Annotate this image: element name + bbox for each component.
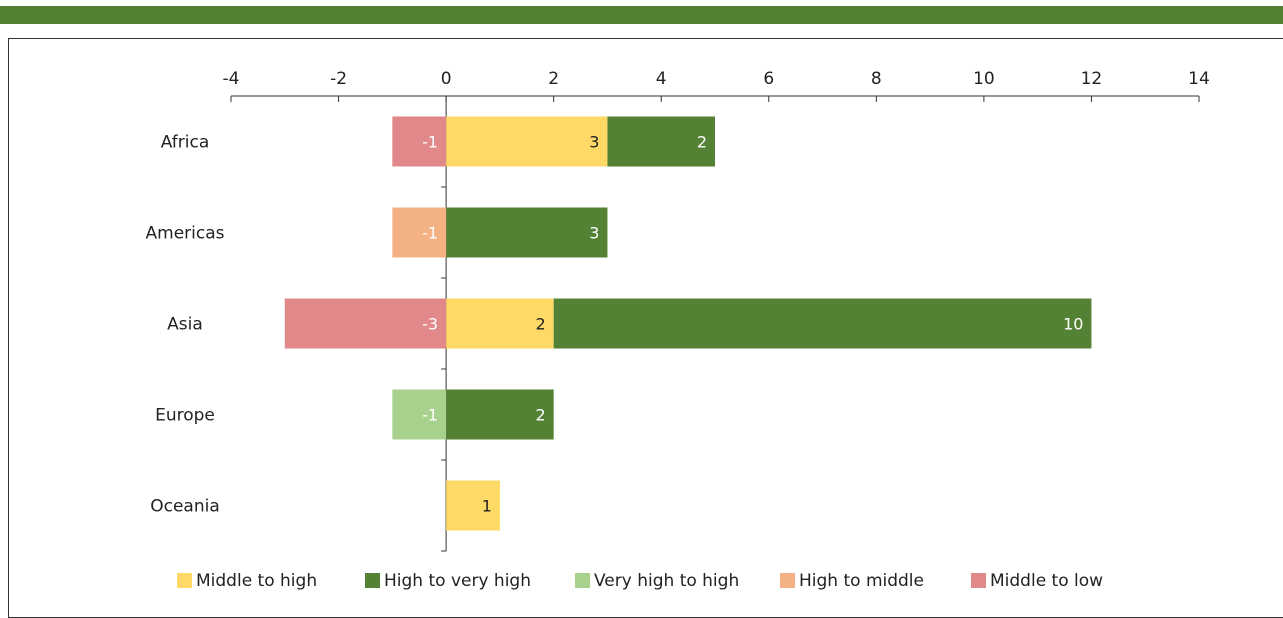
- legend-label-high-to-middle: High to middle: [799, 571, 924, 591]
- bar-americas-high-to-very-high: [446, 207, 608, 258]
- category-label-europe: Europe: [155, 406, 215, 426]
- legend-swatch-high-to-middle: [780, 573, 795, 588]
- x-tick-label: -2: [330, 69, 347, 89]
- x-tick-label: 10: [973, 69, 995, 89]
- data-label: 10: [1063, 315, 1083, 334]
- top-accent-bar: [0, 6, 1283, 24]
- data-label: 1: [482, 497, 492, 516]
- category-axis: Africa Americas Asia Europe Oceania: [146, 133, 225, 517]
- x-tick-label: 8: [871, 69, 882, 89]
- data-label: 2: [535, 406, 545, 425]
- data-label: 3: [589, 224, 599, 243]
- legend: Middle to high High to very high Very high…: [177, 571, 1103, 591]
- legend-label-middle-to-low: Middle to low: [990, 571, 1103, 591]
- bar-asia-middle-to-high: [446, 298, 554, 349]
- stacked-bar-chart: -4 -2 0 2 4 6 8 10 12 14 3 2-13-12 10-32-11 AfricaA…: [146, 69, 1210, 591]
- data-label: 3: [589, 133, 599, 152]
- x-tick-label: 4: [656, 69, 667, 89]
- legend-label-high-to-very-high: High to very high: [384, 571, 531, 591]
- category-label-africa: Africa: [161, 133, 210, 153]
- data-label: -1: [422, 133, 438, 152]
- bar-africa-high-to-very-high: [607, 116, 715, 167]
- bar-americas-high-to-middle: [392, 207, 447, 258]
- x-tick-label: 14: [1188, 69, 1210, 89]
- x-tick-label: 12: [1081, 69, 1103, 89]
- category-label-asia: Asia: [167, 315, 203, 335]
- bar-europe-high-to-very-high: [446, 389, 554, 440]
- legend-swatch-very-high-to-high: [575, 573, 590, 588]
- bar-africa-middle-to-high: [446, 116, 608, 167]
- legend-swatch-high-to-very-high: [365, 573, 380, 588]
- data-label: 2: [697, 133, 707, 152]
- x-tick-label: 6: [763, 69, 774, 89]
- legend-label-middle-to-high: Middle to high: [196, 571, 317, 591]
- legend-label-very-high-to-high: Very high to high: [594, 571, 739, 591]
- x-tick-label: 2: [548, 69, 559, 89]
- x-tick-label: 0: [441, 69, 452, 89]
- bar-europe-very-high-to-high: [392, 389, 447, 440]
- data-label: -1: [422, 224, 438, 243]
- data-label: -3: [422, 315, 438, 334]
- category-label-americas: Americas: [146, 224, 225, 244]
- data-label: 2: [535, 315, 545, 334]
- bar-oceania-middle-to-high: [446, 480, 500, 531]
- legend-swatch-middle-to-high: [177, 573, 192, 588]
- bar-asia-high-to-very-high: [553, 298, 1092, 349]
- chart-frame: -4 -2 0 2 4 6 8 10 12 14 3 2 -1 3 -1 2 10 -3 2 -1 1 Africa A…: [8, 38, 1283, 618]
- category-label-oceania: Oceania: [150, 497, 220, 517]
- bar-africa-middle-to-low: [392, 116, 447, 167]
- legend-swatch-middle-to-low: [971, 573, 986, 588]
- plot-area: 3 2 -1 3 -1 2 10 -3 2 -1 1: [284, 116, 1092, 531]
- bar-asia-middle-to-low: [284, 298, 447, 349]
- data-label: -1: [422, 406, 438, 425]
- x-tick-label: -4: [223, 69, 240, 89]
